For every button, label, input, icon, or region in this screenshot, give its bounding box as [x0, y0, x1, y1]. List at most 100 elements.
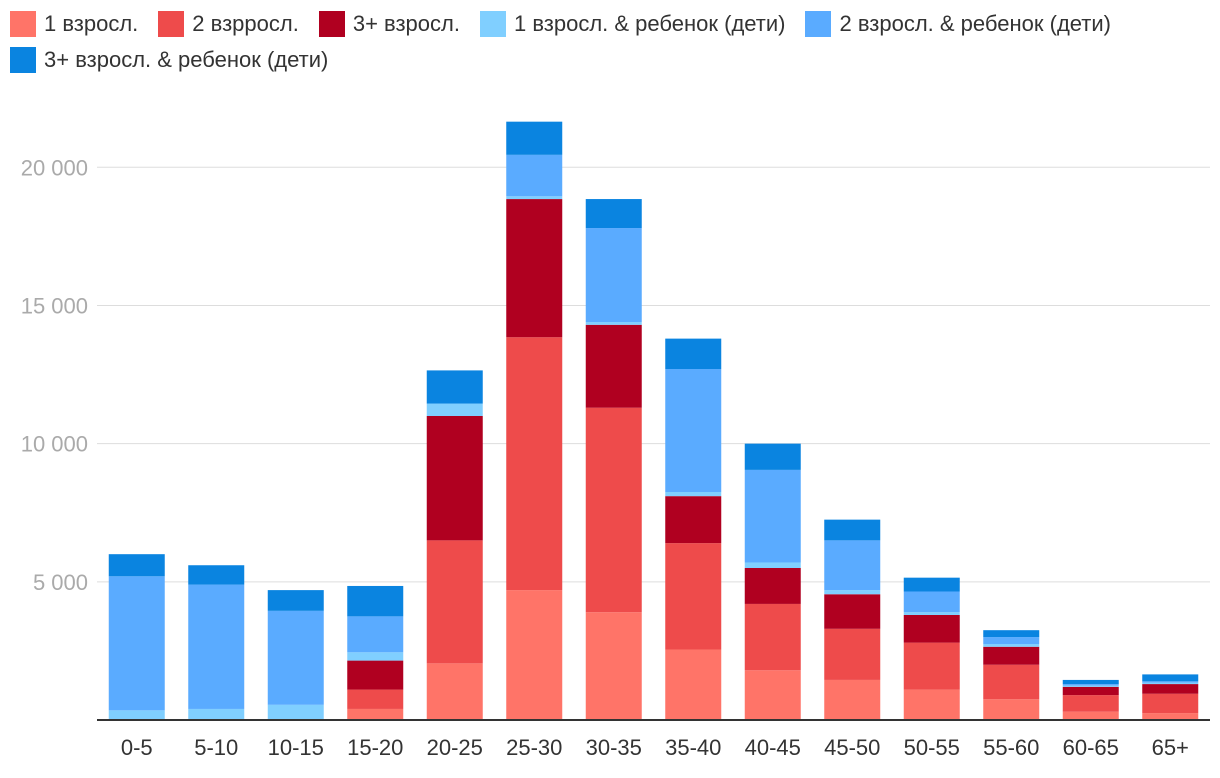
bar-segment [983, 664, 1040, 700]
legend-swatch [158, 11, 185, 37]
y-tick-label: 15 000 [21, 293, 88, 318]
bar-segment [903, 614, 960, 643]
bar-segment [426, 540, 483, 664]
bar-segment [903, 612, 960, 615]
x-tick-label: 60-65 [1063, 735, 1119, 760]
bar-segment [1062, 711, 1119, 720]
bar-segment [585, 407, 642, 613]
bar-segment [506, 199, 563, 338]
x-tick-label: 50-55 [904, 735, 960, 760]
bar-segment [744, 562, 801, 568]
bar-segment [903, 689, 960, 720]
legend-item: 3+ взросл. & ребенок (дети) [10, 46, 328, 74]
bar-segment [1142, 684, 1199, 694]
bar-segment [903, 577, 960, 592]
bar-segment [585, 228, 642, 323]
x-tick-label: 5-10 [194, 735, 238, 760]
y-tick-label: 5 000 [33, 570, 88, 595]
bar-segment [188, 708, 245, 720]
bar-segment [506, 590, 563, 720]
x-tick-label: 65+ [1152, 735, 1189, 760]
bar-segment [108, 710, 165, 720]
bar-segment [665, 543, 722, 650]
legend-item: 1 взросл. [10, 10, 138, 38]
bar-segment [426, 663, 483, 720]
x-tick-label: 40-45 [745, 735, 801, 760]
legend-swatch [10, 11, 36, 37]
bar-segment [1062, 679, 1119, 685]
bar-segment [983, 637, 1040, 644]
bar-segment [983, 699, 1040, 720]
bar-segment [665, 649, 722, 720]
bar-segment [108, 554, 165, 577]
x-tick-label: 20-25 [427, 735, 483, 760]
bar-segment [824, 679, 881, 720]
legend-item: 2 взросл. & ребенок (дети) [805, 10, 1111, 38]
x-tick-label: 10-15 [268, 735, 324, 760]
bar-segment [1062, 684, 1119, 686]
x-tick-label: 30-35 [586, 735, 642, 760]
bar-segment [1142, 713, 1199, 720]
bar-segment [665, 492, 722, 497]
bar-segment [665, 496, 722, 544]
legend-swatch [10, 47, 36, 73]
bar-segment [347, 616, 404, 653]
bar-segment [426, 416, 483, 541]
x-tick-label: 45-50 [824, 735, 880, 760]
legend-label: 3+ взросл. & ребенок (дети) [44, 47, 329, 72]
bar-segment [267, 610, 324, 705]
x-tick-label: 25-30 [506, 735, 562, 760]
legend-swatch [479, 11, 506, 37]
chart-legend: 1 взросл. 2 взрросл. 3+ взросл. 1 взросл. &… [10, 10, 1210, 74]
bar-segment [585, 324, 642, 408]
bar-segment [983, 630, 1040, 638]
x-tick-label: 35-40 [665, 735, 721, 760]
bar-segment [347, 585, 404, 617]
bar-segment [1062, 686, 1119, 696]
legend-label: 2 взросл. & ребенок (дети) [839, 11, 1111, 36]
legend-item: 2 взрросл. [158, 10, 299, 38]
y-tick-label: 10 000 [21, 432, 88, 457]
x-tick-label: 0-5 [121, 735, 153, 760]
bar-segment [1142, 674, 1199, 682]
bar-segment [585, 612, 642, 720]
bar-segment [744, 603, 801, 671]
legend-item: 3+ взросл. [318, 10, 460, 38]
bar-segment [506, 121, 563, 155]
bar-segment [744, 443, 801, 470]
y-tick-label: 20 000 [21, 155, 88, 180]
bar-segment [585, 322, 642, 325]
bar-segment [903, 591, 960, 613]
legend-swatch [805, 11, 832, 37]
legend-label: 1 взросл. [44, 11, 139, 36]
bar-segment [824, 519, 881, 541]
bar-segment [824, 590, 881, 595]
legend-label: 3+ взросл. [352, 11, 460, 36]
bar-segment [1142, 682, 1199, 685]
bar-segment [347, 652, 404, 661]
bar-segment [267, 590, 324, 611]
bar-segment [1142, 681, 1199, 683]
bar-segment [1062, 685, 1119, 687]
bar-segment [744, 568, 801, 604]
legend-label: 1 взросл. & ребенок (дети) [513, 11, 786, 36]
bar-segment [108, 576, 165, 711]
legend-item: 1 взросл. & ребенок (дети) [479, 10, 786, 38]
legend-swatch [318, 11, 345, 37]
bar-segment [1062, 695, 1119, 712]
bar-segment [426, 403, 483, 416]
bar-segment [506, 154, 563, 197]
bar-segment [506, 196, 563, 200]
bar-segment [903, 642, 960, 690]
bar-segment [585, 199, 642, 229]
x-tick-label: 55-60 [983, 735, 1039, 760]
bar-segment [665, 338, 722, 370]
x-tick-label: 15-20 [347, 735, 403, 760]
bar-segment [1142, 693, 1199, 714]
bar-segment [744, 469, 801, 563]
bar-segment [824, 628, 881, 680]
bar-segment [665, 369, 722, 492]
bar-segment [824, 594, 881, 629]
bar-segment [824, 540, 881, 591]
